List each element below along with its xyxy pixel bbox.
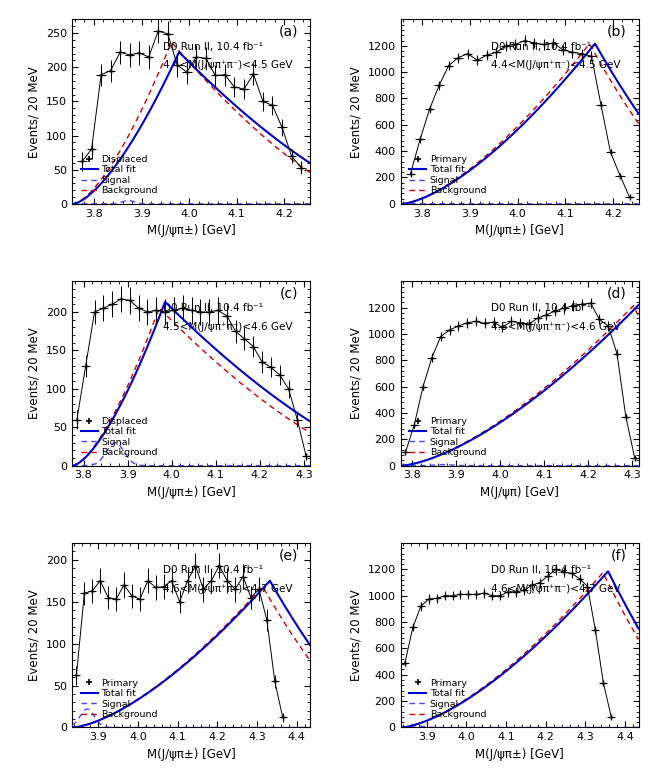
Text: D0 Run II, 10.4 fb⁻¹: D0 Run II, 10.4 fb⁻¹: [162, 41, 263, 51]
Text: 4.4<M(J/ψπ⁺π⁻)<4.5 GeV: 4.4<M(J/ψπ⁺π⁻)<4.5 GeV: [162, 60, 292, 70]
Legend: Displaced, Total fit, Signal, Background: Displaced, Total fit, Signal, Background: [77, 151, 162, 199]
Text: D0 Run II, 10.4 fb⁻¹: D0 Run II, 10.4 fb⁻¹: [162, 303, 263, 314]
Text: (e): (e): [279, 548, 298, 562]
Y-axis label: Events/ 20 MeV: Events/ 20 MeV: [28, 66, 41, 157]
Text: D0 Run II, 10.4 fb⁻¹: D0 Run II, 10.4 fb⁻¹: [162, 565, 263, 575]
X-axis label: M(J/ψπ) [GeV]: M(J/ψπ) [GeV]: [480, 486, 559, 499]
X-axis label: M(J/ψπ±) [GeV]: M(J/ψπ±) [GeV]: [476, 224, 564, 237]
Text: (c): (c): [280, 287, 298, 301]
X-axis label: M(J/ψπ±) [GeV]: M(J/ψπ±) [GeV]: [147, 224, 235, 237]
Text: 4.6<M(J/ψπ⁺π⁻)<4.7 GeV: 4.6<M(J/ψπ⁺π⁻)<4.7 GeV: [162, 584, 292, 594]
X-axis label: M(J/ψπ±) [GeV]: M(J/ψπ±) [GeV]: [147, 486, 235, 499]
X-axis label: M(J/ψπ±) [GeV]: M(J/ψπ±) [GeV]: [147, 748, 235, 761]
Legend: Displaced, Total fit, Signal, Background: Displaced, Total fit, Signal, Background: [77, 413, 162, 461]
Y-axis label: Events/ 20 MeV: Events/ 20 MeV: [349, 328, 362, 419]
Legend: Primary, Total fit, Signal, Background: Primary, Total fit, Signal, Background: [77, 675, 162, 723]
Y-axis label: Events/ 20 MeV: Events/ 20 MeV: [28, 590, 41, 681]
Text: D0 Run II, 10.4 fb⁻¹: D0 Run II, 10.4 fb⁻¹: [491, 565, 591, 575]
Text: D0 Run II, 10.4 fb⁻¹: D0 Run II, 10.4 fb⁻¹: [491, 41, 591, 51]
Text: (d): (d): [607, 287, 627, 301]
Text: 4.5<M(J/ψπ⁺π⁻)<4.6 GeV: 4.5<M(J/ψπ⁺π⁻)<4.6 GeV: [491, 322, 620, 331]
Text: (f): (f): [611, 548, 627, 562]
Y-axis label: Events/ 20 MeV: Events/ 20 MeV: [349, 590, 362, 681]
Text: 4.5<M(J/ψπ⁺π⁻)<4.6 GeV: 4.5<M(J/ψπ⁺π⁻)<4.6 GeV: [162, 322, 292, 331]
Y-axis label: Events/ 20 MeV: Events/ 20 MeV: [349, 66, 362, 157]
Text: 4.4<M(J/ψπ⁺π⁻)<4.5 GeV: 4.4<M(J/ψπ⁺π⁻)<4.5 GeV: [491, 60, 620, 70]
X-axis label: M(J/ψπ±) [GeV]: M(J/ψπ±) [GeV]: [476, 748, 564, 761]
Text: (a): (a): [279, 25, 298, 39]
Legend: Primary, Total fit, Signal, Background: Primary, Total fit, Signal, Background: [405, 151, 490, 199]
Text: (b): (b): [607, 25, 627, 39]
Text: D0 Run II, 10.4 fb⁻¹: D0 Run II, 10.4 fb⁻¹: [491, 303, 591, 314]
Legend: Primary, Total fit, Signal, Background: Primary, Total fit, Signal, Background: [405, 675, 490, 723]
Legend: Primary, Total fit, Signal, Background: Primary, Total fit, Signal, Background: [405, 413, 490, 461]
Text: 4.6<M(J/ψπ⁺π⁻)<4.7 GeV: 4.6<M(J/ψπ⁺π⁻)<4.7 GeV: [491, 584, 620, 594]
Y-axis label: Events/ 20 MeV: Events/ 20 MeV: [28, 328, 41, 419]
